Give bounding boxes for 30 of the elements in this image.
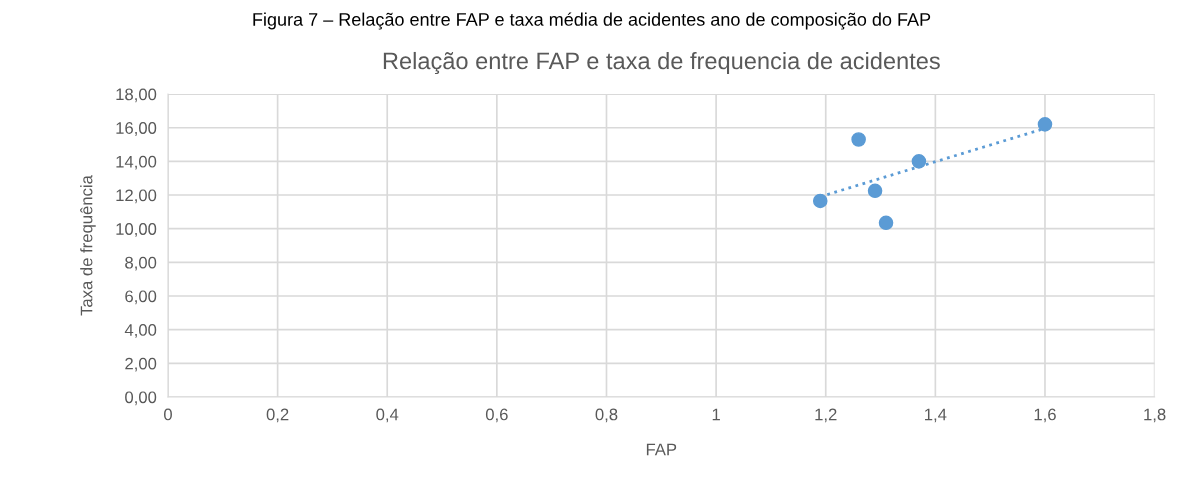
x-tick-label: 1,2 [815,408,837,423]
y-tick-label: 12,00 [116,189,157,204]
text: Figura 7 – Relação entre FAP e taxa média de acidentes ano de composição do FAP [253,12,931,30]
y-tick-label: 2,00 [125,357,157,372]
x-tick-label: 1,8 [1144,408,1166,423]
y-tick-label: 18,00 [116,88,157,103]
y-tick-label: 0,00 [125,391,157,406]
point [878,215,894,231]
point [867,183,883,199]
x-tick-label: 1 [712,408,720,421]
y-tick-label: 6,00 [125,290,157,305]
y-tick-label: 4,00 [124,324,157,338]
x-tick-label: 0,2 [266,408,289,423]
x-tick-label: 0,6 [485,408,508,423]
point [851,132,866,147]
x-tick-label: 1,4 [925,408,947,423]
y-tick-label: 10,00 [116,223,157,237]
y-tick-label: 16,00 [116,122,157,136]
y-axis-title: Taxa de frequência [80,175,96,316]
y-tick-label: 14,00 [116,155,157,170]
chart-title: Relação entre FAP e taxa de frequencia de acidentes [383,51,940,75]
x-tick-label: 0,4 [376,408,399,423]
x-tick-label: 0,8 [595,408,618,423]
point [812,193,828,209]
x-tick-label: 1,6 [1034,408,1056,423]
y-tick-label: 8,00 [125,256,157,271]
x-axis-title: FAP [646,443,677,456]
point [911,154,927,169]
x-tick-label: 0 [164,408,172,421]
point [1037,117,1053,132]
